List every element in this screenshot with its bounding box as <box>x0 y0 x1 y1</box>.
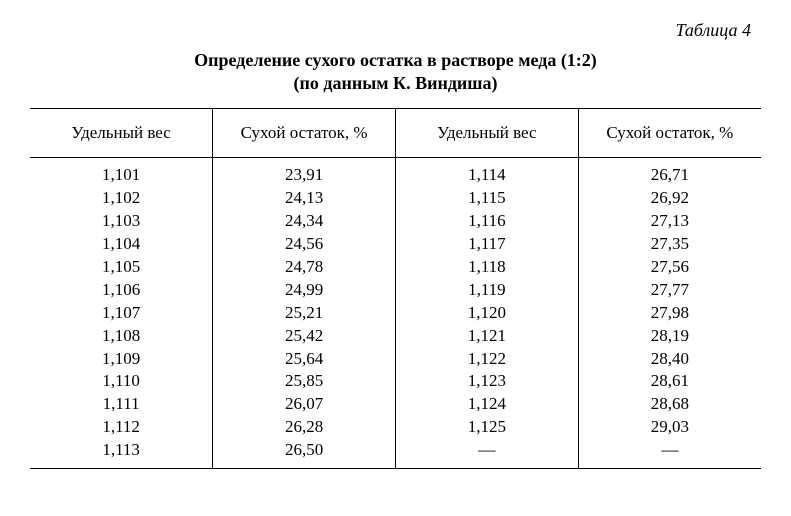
table-cell: 28,68 <box>578 393 761 416</box>
table-cell: 25,21 <box>213 302 396 325</box>
table-cell: 1,123 <box>396 370 579 393</box>
table-body: 1,10123,911,11426,711,10224,131,11526,92… <box>30 158 761 469</box>
table-row: 1,10224,131,11526,92 <box>30 187 761 210</box>
table-cell: 1,122 <box>396 348 579 371</box>
table-cell: 1,121 <box>396 325 579 348</box>
table-cell: 1,114 <box>396 158 579 187</box>
table-cell: 24,99 <box>213 279 396 302</box>
table-cell: 1,109 <box>30 348 213 371</box>
table-cell: 24,13 <box>213 187 396 210</box>
table-cell: 27,56 <box>578 256 761 279</box>
table-cell: 1,116 <box>396 210 579 233</box>
table-cell: 26,92 <box>578 187 761 210</box>
table-cell: 1,102 <box>30 187 213 210</box>
table-cell: 1,117 <box>396 233 579 256</box>
table-row: 1,11025,851,12328,61 <box>30 370 761 393</box>
table-row: 1,11126,071,12428,68 <box>30 393 761 416</box>
table-cell: — <box>578 439 761 468</box>
table-cell: 1,103 <box>30 210 213 233</box>
table-cell: 1,118 <box>396 256 579 279</box>
table-row: 1,10424,561,11727,35 <box>30 233 761 256</box>
col-header-specific-weight-2: Удельный вес <box>396 109 579 158</box>
table-number-label: Таблица 4 <box>30 20 761 41</box>
table-cell: 26,71 <box>578 158 761 187</box>
table-cell: 1,106 <box>30 279 213 302</box>
table-cell: 27,13 <box>578 210 761 233</box>
table-cell: 25,85 <box>213 370 396 393</box>
table-cell: 1,113 <box>30 439 213 468</box>
col-header-dry-residue-2: Сухой остаток, % <box>578 109 761 158</box>
col-header-specific-weight-1: Удельный вес <box>30 109 213 158</box>
table-row: 1,10825,421,12128,19 <box>30 325 761 348</box>
col-header-dry-residue-1: Сухой остаток, % <box>213 109 396 158</box>
table-cell: 28,19 <box>578 325 761 348</box>
table-row: 1,10725,211,12027,98 <box>30 302 761 325</box>
table-cell: 24,78 <box>213 256 396 279</box>
table-cell: 1,108 <box>30 325 213 348</box>
table-cell: 1,119 <box>396 279 579 302</box>
table-title: Определение сухого остатка в растворе ме… <box>30 49 761 94</box>
table-cell: 27,35 <box>578 233 761 256</box>
table-cell: 27,98 <box>578 302 761 325</box>
table-cell: 25,42 <box>213 325 396 348</box>
table-row: 1,10524,781,11827,56 <box>30 256 761 279</box>
table-cell: 23,91 <box>213 158 396 187</box>
table-row: 1,10925,641,12228,40 <box>30 348 761 371</box>
table-cell: 24,56 <box>213 233 396 256</box>
table-cell: 25,64 <box>213 348 396 371</box>
title-line-2: (по данным К. Виндиша) <box>294 73 498 93</box>
table-row: 1,10624,991,11927,77 <box>30 279 761 302</box>
table-row: 1,11226,281,12529,03 <box>30 416 761 439</box>
data-table: Удельный вес Сухой остаток, % Удельный в… <box>30 108 761 469</box>
table-cell: 28,61 <box>578 370 761 393</box>
title-line-1: Определение сухого остатка в растворе ме… <box>194 50 597 70</box>
table-cell: 1,110 <box>30 370 213 393</box>
table-cell: 1,104 <box>30 233 213 256</box>
table-cell: 29,03 <box>578 416 761 439</box>
header-row: Удельный вес Сухой остаток, % Удельный в… <box>30 109 761 158</box>
table-cell: 26,07 <box>213 393 396 416</box>
table-cell: 26,28 <box>213 416 396 439</box>
table-cell: 1,112 <box>30 416 213 439</box>
table-cell: 1,120 <box>396 302 579 325</box>
table-cell: 1,125 <box>396 416 579 439</box>
table-cell: 1,101 <box>30 158 213 187</box>
table-cell: 1,124 <box>396 393 579 416</box>
table-cell: 24,34 <box>213 210 396 233</box>
table-cell: 1,107 <box>30 302 213 325</box>
table-cell: 28,40 <box>578 348 761 371</box>
table-cell: — <box>396 439 579 468</box>
table-row: 1,10123,911,11426,71 <box>30 158 761 187</box>
table-cell: 1,115 <box>396 187 579 210</box>
table-cell: 26,50 <box>213 439 396 468</box>
table-cell: 1,111 <box>30 393 213 416</box>
table-cell: 27,77 <box>578 279 761 302</box>
table-row: 1,11326,50—— <box>30 439 761 468</box>
table-cell: 1,105 <box>30 256 213 279</box>
table-row: 1,10324,341,11627,13 <box>30 210 761 233</box>
